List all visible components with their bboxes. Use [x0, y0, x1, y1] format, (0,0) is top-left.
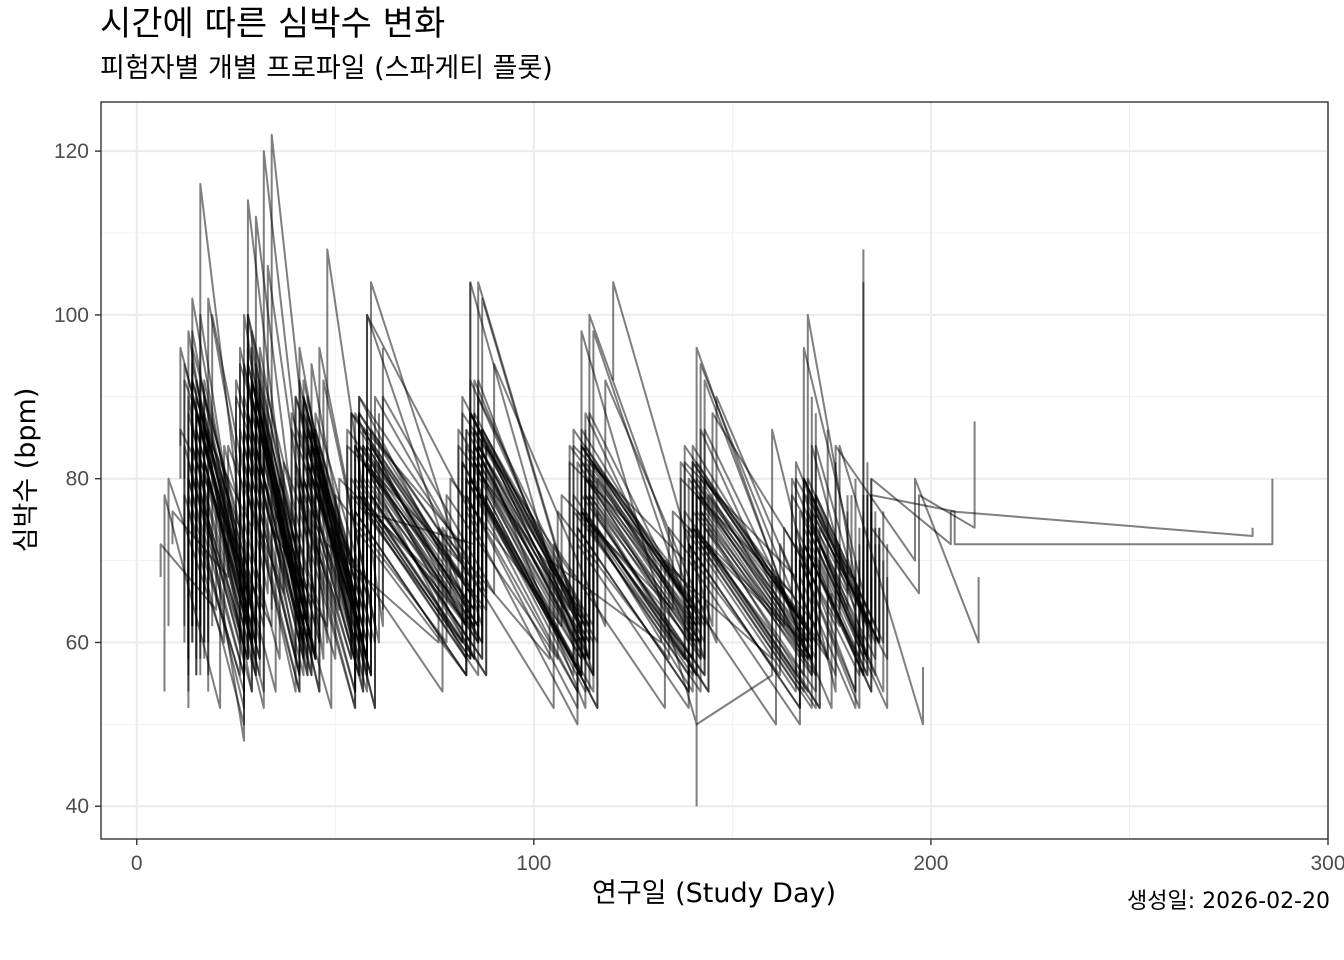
- subject-line-58: [183, 363, 853, 578]
- y-axis: 40 60 80 100 120: [54, 140, 101, 818]
- subject-line-53: [163, 477, 833, 726]
- y-tick-label: 60: [66, 631, 89, 654]
- subject-line-70: [870, 477, 1254, 546]
- subject-line-54: [167, 444, 837, 677]
- caption-generated-date: 생성일: 2026-02-20: [1127, 889, 1330, 914]
- y-tick-label: 80: [66, 468, 89, 491]
- y-tick-label: 100: [54, 304, 89, 327]
- subject-line-68: [838, 444, 924, 726]
- chart-title: 시간에 따른 심박수 변화: [100, 4, 446, 44]
- subject-line-66: [695, 428, 837, 807]
- x-tick-label: 200: [913, 852, 948, 875]
- subject-line-64: [477, 395, 873, 660]
- subject-line-55: [171, 444, 841, 628]
- x-tick-label: 300: [1310, 852, 1344, 875]
- x-axis-title: 연구일 (Study Day): [592, 878, 836, 909]
- chart-subtitle: 피험자별 개별 프로파일 (스파게티 플롯): [100, 53, 553, 84]
- y-tick-label: 40: [66, 795, 89, 818]
- x-tick-label: 100: [516, 852, 551, 875]
- subject-line-71: [870, 478, 1274, 577]
- series-lines: [159, 133, 1274, 807]
- y-axis-title: 심박수 (bpm): [11, 388, 42, 553]
- y-tick-label: 120: [54, 140, 89, 163]
- subject-line-67: [834, 444, 980, 644]
- subject-line-65: [612, 281, 865, 628]
- x-tick-label: 0: [131, 852, 143, 875]
- plot-panel-border: [100, 101, 1329, 840]
- x-axis: 0 100 200 300: [131, 839, 1344, 875]
